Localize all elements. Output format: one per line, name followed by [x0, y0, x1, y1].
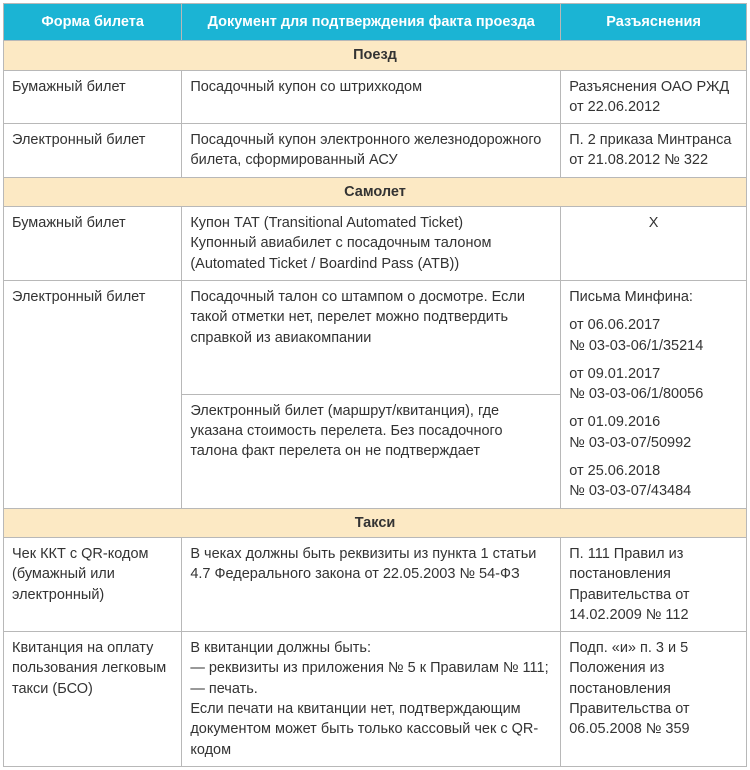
cell-doc: В квитанции должны быть: — реквизиты из …: [182, 632, 561, 767]
table-row: Электронный билет Посадочный талон со шт…: [4, 280, 747, 394]
cell-line: № 03-03-07/43484: [569, 481, 738, 501]
cell-line: — реквизиты из приложения № 5 к Правилам…: [190, 658, 552, 678]
cell-notes: Х: [561, 207, 747, 281]
section-row-plane: Самолет: [4, 177, 747, 206]
cell-doc: Купон ТАТ (Transitional Automated Ticket…: [182, 207, 561, 281]
travel-docs-table: Форма билета Документ для подтверждения …: [3, 3, 747, 767]
cell-notes: Подп. «и» п. 3 и 5 Положения из постанов…: [561, 632, 747, 767]
header-form: Форма билета: [4, 4, 182, 41]
cell-line: Если печати на квитанции нет, подтвержда…: [190, 699, 552, 760]
section-row-taxi: Такси: [4, 508, 747, 537]
cell-notes: Письма Минфина: от 06.06.2017 № 03-03-06…: [561, 280, 747, 508]
cell-line: № 03-03-06/1/35214: [569, 336, 738, 356]
cell-line: — печать.: [190, 679, 552, 699]
cell-line: от 25.06.2018: [569, 461, 738, 481]
cell-line: Письма Минфина:: [569, 287, 738, 307]
cell-line: от 01.09.2016: [569, 412, 738, 432]
cell-form: Бумажный билет: [4, 207, 182, 281]
cell-doc: В чеках должны быть реквизиты из пункта …: [182, 537, 561, 631]
cell-line: от 09.01.2017: [569, 364, 738, 384]
cell-doc: Посадочный купон электронного железнодор…: [182, 124, 561, 178]
cell-line: № 03-03-06/1/80056: [569, 384, 738, 404]
cell-form: Бумажный билет: [4, 70, 182, 124]
cell-line: Купонный авиабилет с посадочным талоном …: [190, 233, 552, 274]
cell-line: В квитанции должны быть:: [190, 638, 552, 658]
cell-line: № 03-03-07/50992: [569, 433, 738, 453]
table-row: Бумажный билет Купон ТАТ (Transitional A…: [4, 207, 747, 281]
cell-line: Купон ТАТ (Transitional Automated Ticket…: [190, 213, 552, 233]
cell-doc: Электронный билет (маршрут/квитанция), г…: [182, 394, 561, 508]
section-train: Поезд: [4, 41, 747, 70]
cell-notes: П. 2 приказа Минтранса от 21.08.2012 № 3…: [561, 124, 747, 178]
cell-form: Электронный билет: [4, 124, 182, 178]
section-taxi: Такси: [4, 508, 747, 537]
cell-doc: Посадочный талон со штампом о досмотре. …: [182, 280, 561, 394]
table-row: Квитанция на оплату пользования легковым…: [4, 632, 747, 767]
section-plane: Самолет: [4, 177, 747, 206]
cell-form: Квитанция на оплату пользования легковым…: [4, 632, 182, 767]
cell-form: Электронный билет: [4, 280, 182, 508]
header-row: Форма билета Документ для подтверждения …: [4, 4, 747, 41]
cell-form: Чек ККТ с QR-кодом (бумажный или электро…: [4, 537, 182, 631]
section-row-train: Поезд: [4, 41, 747, 70]
cell-doc: Посадочный купон со штрихкодом: [182, 70, 561, 124]
cell-line: от 06.06.2017: [569, 315, 738, 335]
cell-notes: П. 111 Правил из постановления Правитель…: [561, 537, 747, 631]
table-row: Чек ККТ с QR-кодом (бумажный или электро…: [4, 537, 747, 631]
table-row: Электронный билет Посадочный купон элект…: [4, 124, 747, 178]
cell-notes: Разъяснения ОАО РЖД от 22.06.2012: [561, 70, 747, 124]
table-row: Бумажный билет Посадочный купон со штрих…: [4, 70, 747, 124]
header-notes: Разъяснения: [561, 4, 747, 41]
header-doc: Документ для подтверждения факта проезда: [182, 4, 561, 41]
